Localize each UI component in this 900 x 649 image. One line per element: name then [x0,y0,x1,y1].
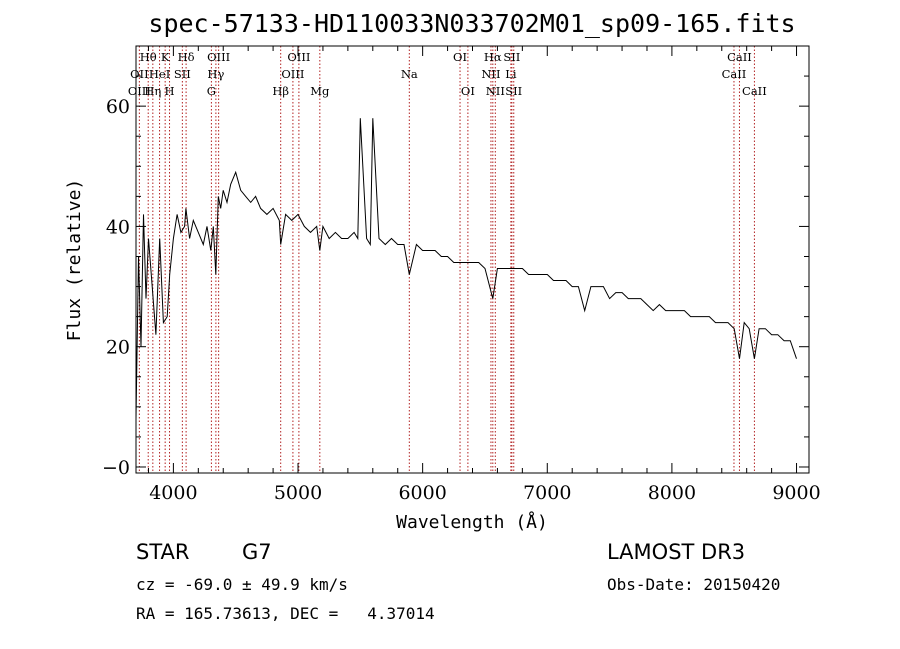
x-tick-label: 7000 [523,482,571,504]
spectral-line-label: HeI [149,67,170,81]
x-tick-label: 9000 [772,482,820,504]
x-axis-ticks: 4000 5000 6000 7000 8000 9000 [147,46,821,504]
spectral-line-label: NII [481,67,500,81]
survey-name: LAMOST DR3 [607,540,746,564]
spectral-line-label: CaII [722,67,747,81]
spectral-line-label: Mg [310,84,330,98]
y-tick-label: 20 [106,337,130,359]
spectral-line-label: K [161,50,170,64]
spectral-line-label: Hγ [207,67,224,81]
spectral-line-label: Hα [484,50,502,64]
spectral-line-label: Hβ [272,84,289,98]
x-axis-label: Wavelength (Å) [396,511,548,533]
observation-date: Obs-Date: 20150420 [607,575,781,594]
spectral-line-label: NII [486,84,505,98]
spectral-line-label: Li [505,67,517,81]
spectral-line-label: SII [503,50,520,64]
x-tick-label: 5000 [274,482,322,504]
y-tick-label: −0 [102,457,130,479]
y-tick-label: 60 [106,96,130,118]
object-class: STAR [136,540,190,564]
redshift-cz: cz = -69.0 ± 49.9 km/s [136,575,348,594]
spectral-line-label: OIII [281,67,304,81]
spectrum-series-line [135,118,797,419]
y-axis-label: Flux (relative) [64,179,85,342]
spectral-line-label: OIII [287,50,310,64]
spectral-line-label: G [207,84,216,98]
x-tick-label: 4000 [149,482,197,504]
spectral-line-labels: Hθ OII OIII K HeI Hη Hδ SII H OIII Hγ G OIII OIII Hβ Mg… [128,50,767,98]
spectral-line-label: OII [130,67,149,81]
spectral-line-label: OI [461,84,475,98]
spectral-line-label: OI [453,50,467,64]
spectral-line-label: Na [401,67,418,81]
y-tick-label: 40 [106,216,130,238]
spectral-line-label: OIII [128,84,151,98]
plot-frame [135,45,810,474]
spectral-line-label: SII [505,84,522,98]
y-axis-ticks: −0 20 40 60 [102,45,809,479]
spectral-line-label: CaII [742,84,767,98]
spectral-line-label: SII [174,67,191,81]
spectral-line-markers [138,46,755,473]
coordinates: RA = 165.73613, DEC = 4.37014 [136,604,435,623]
spectral-line-label: H [165,84,175,98]
spectral-line-label: Hθ [140,50,157,64]
spectral-line-label: OIII [207,50,230,64]
chart-title: spec-57133-HD110033N033702M01_sp09-165.f… [148,9,795,38]
x-tick-label: 8000 [648,482,696,504]
spectral-line-label: Hη [144,84,161,98]
spectral-line-label: Hδ [178,50,195,64]
spectral-line-label: CaII [727,50,752,64]
object-subclass: G7 [242,540,272,564]
x-tick-label: 6000 [398,482,446,504]
